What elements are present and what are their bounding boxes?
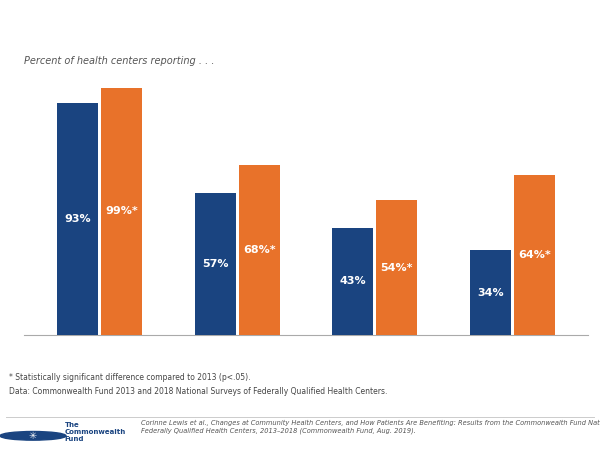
Text: 57%: 57%: [202, 259, 229, 269]
Text: 68%*: 68%*: [243, 245, 275, 255]
Circle shape: [0, 432, 66, 440]
Text: Health Centers Are Leveraging Technology to Improve Care: Health Centers Are Leveraging Technology…: [11, 18, 503, 33]
Text: 54%*: 54%*: [380, 263, 413, 273]
Bar: [239, 165, 280, 335]
Text: 43%: 43%: [340, 276, 366, 287]
Bar: [376, 200, 418, 335]
Bar: [101, 88, 142, 335]
Text: * Statistically significant difference compared to 2013 (p<.05).: * Statistically significant difference c…: [9, 373, 251, 382]
Text: 64%*: 64%*: [518, 250, 551, 260]
Bar: [514, 175, 555, 335]
Text: Data: Commonwealth Fund 2013 and 2018 National Surveys of Federally Qualified He: Data: Commonwealth Fund 2013 and 2018 Na…: [9, 387, 388, 396]
Bar: [332, 228, 373, 335]
Text: Corinne Lewis et al., Changes at Community Health Centers, and How Patients Are : Corinne Lewis et al., Changes at Communi…: [141, 420, 600, 434]
Bar: [194, 193, 236, 335]
Text: 93%: 93%: [64, 214, 91, 224]
Bar: [470, 250, 511, 335]
Text: 99%*: 99%*: [105, 207, 138, 216]
Text: ✳: ✳: [29, 431, 37, 441]
Text: Percent of health centers reporting . . .: Percent of health centers reporting . . …: [24, 56, 215, 66]
Text: The
Commonwealth
Fund: The Commonwealth Fund: [65, 422, 126, 441]
Bar: [57, 103, 98, 335]
Text: 34%: 34%: [477, 288, 503, 298]
